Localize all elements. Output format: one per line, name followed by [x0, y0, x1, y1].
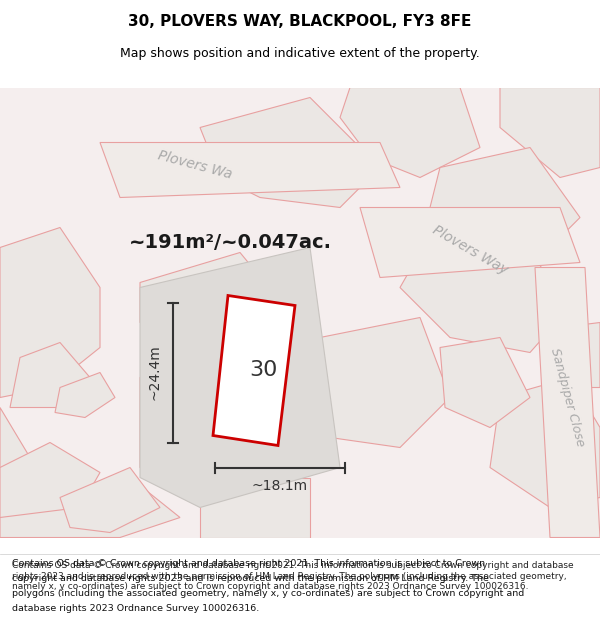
Text: 30, PLOVERS WAY, BLACKPOOL, FY3 8FE: 30, PLOVERS WAY, BLACKPOOL, FY3 8FE	[128, 14, 472, 29]
Polygon shape	[535, 268, 600, 538]
Polygon shape	[430, 148, 580, 258]
Polygon shape	[60, 468, 160, 532]
Text: Map shows position and indicative extent of the property.: Map shows position and indicative extent…	[120, 48, 480, 61]
Polygon shape	[100, 142, 400, 198]
Text: polygons (including the associated geometry, namely x, y co-ordinates) are subje: polygons (including the associated geome…	[12, 589, 524, 598]
Polygon shape	[0, 408, 180, 538]
Polygon shape	[0, 228, 100, 398]
Text: Plovers Way: Plovers Way	[430, 223, 510, 278]
Text: ~191m²/~0.047ac.: ~191m²/~0.047ac.	[128, 233, 331, 252]
Text: ~24.4m: ~24.4m	[147, 344, 161, 401]
Polygon shape	[200, 98, 380, 208]
Text: Sandpiper Close: Sandpiper Close	[548, 347, 586, 448]
Polygon shape	[140, 253, 310, 508]
Polygon shape	[0, 442, 100, 518]
Text: 30: 30	[250, 361, 278, 381]
Text: Plovers Wa: Plovers Wa	[157, 149, 233, 182]
Text: Contains OS data © Crown copyright and database right 2021. This information is : Contains OS data © Crown copyright and d…	[12, 561, 574, 591]
Polygon shape	[400, 238, 570, 352]
Text: Contains OS data © Crown copyright and database right 2021. This information is : Contains OS data © Crown copyright and d…	[12, 559, 485, 568]
Polygon shape	[360, 208, 580, 278]
Polygon shape	[490, 378, 600, 508]
Polygon shape	[200, 478, 310, 538]
Text: copyright and database rights 2023 and is reproduced with the permission of HM L: copyright and database rights 2023 and i…	[12, 574, 489, 583]
Polygon shape	[213, 296, 295, 446]
Polygon shape	[310, 318, 450, 448]
Polygon shape	[545, 322, 600, 388]
Polygon shape	[10, 342, 90, 408]
Text: database rights 2023 Ordnance Survey 100026316.: database rights 2023 Ordnance Survey 100…	[12, 604, 259, 613]
Polygon shape	[340, 88, 480, 178]
Text: ~18.1m: ~18.1m	[252, 479, 308, 494]
Polygon shape	[55, 372, 115, 418]
Polygon shape	[440, 338, 530, 428]
Polygon shape	[140, 248, 340, 508]
Polygon shape	[500, 88, 600, 178]
